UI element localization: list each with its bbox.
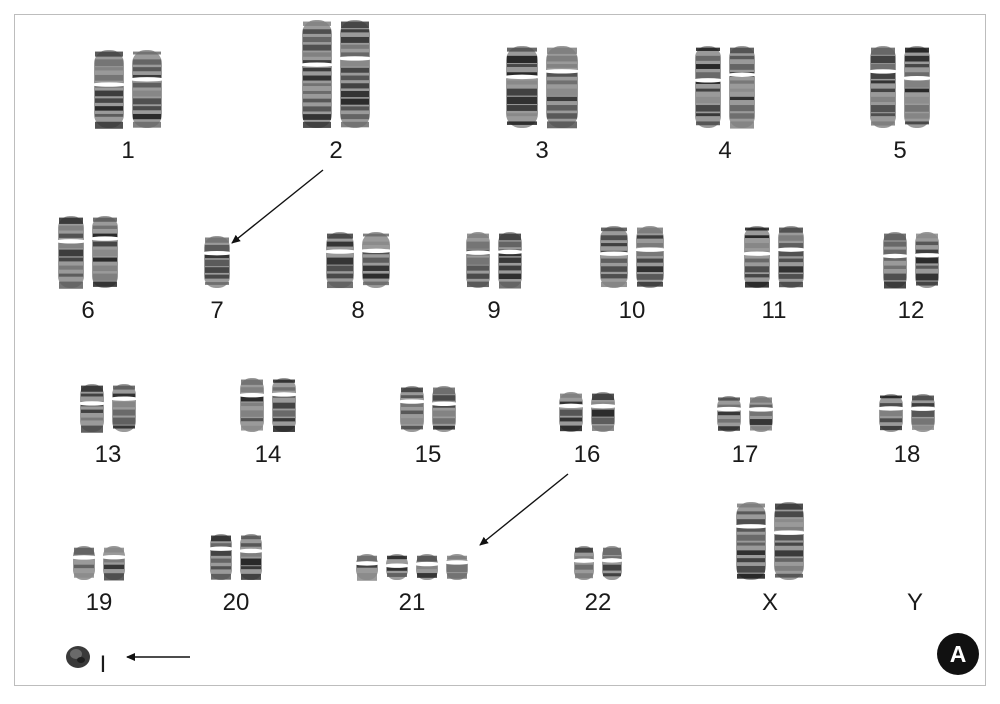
chromosome-pair [502,46,582,129]
arrow-to-chromosome-21 [479,473,569,546]
marker-label: I [100,651,107,678]
chromosome-pair [54,216,122,289]
chromosome-pair [463,232,525,289]
chromosome-pair [571,546,625,580]
chromosome-pair [77,384,139,433]
chromosome-pair [397,386,459,432]
chromosome-pair [90,50,166,129]
chromosome-label: 1 [121,137,134,164]
chromosome-label: 8 [351,297,364,324]
chromosome-pair [596,226,668,288]
chromosome-pair [740,226,808,288]
chromosome-label: 5 [893,137,906,164]
chromosome-label: Y [907,589,923,616]
chromosome-label: 12 [898,297,925,324]
chromosome-layer [54,20,942,581]
chromosome-pair [200,236,234,288]
chromosome-pair [714,396,776,432]
karyotype-panel [14,14,986,686]
chromosome-label: 6 [81,297,94,324]
chromosome-label: 4 [718,137,731,164]
chromosome-pair [70,546,128,581]
chromosome-pair [207,534,265,580]
marker-chromosome [66,646,90,668]
chromosome-label: 15 [415,441,442,468]
chromosome-pair [880,232,942,289]
chromosome-pair [353,554,471,581]
chromosome-label: 9 [487,297,500,324]
chromosome-label: 10 [619,297,646,324]
chromosome-label: 2 [329,137,342,164]
chromosome-label: 13 [95,441,122,468]
chromosome-pair [732,502,808,580]
chromosome-pair [237,378,299,432]
chromosome-pair [298,20,374,128]
chromosome-label: 22 [585,589,612,616]
chromosome-label: 16 [574,441,601,468]
chromosome-pair [866,46,934,128]
panel-badge-label: A [950,641,967,667]
chromosome-label: 20 [223,589,250,616]
chromosome-pair [556,392,618,432]
chromosome-label: 7 [210,297,223,324]
arrow-to-chromosome-7 [231,169,324,244]
chromosome-pair [322,232,394,289]
panel-badge: A [937,633,979,675]
chromosome-label: 19 [86,589,113,616]
chromosome-label: 3 [535,137,548,164]
chromosome-pair [876,394,938,432]
chromosome-label: 18 [894,441,921,468]
chromosome-label: 21 [399,589,426,616]
chromosome-label: 14 [255,441,282,468]
chromosome-label: 11 [762,297,787,324]
chromosome-label: 17 [732,441,759,468]
chromosome-label: X [762,589,778,616]
chromosome-pair [691,46,759,129]
